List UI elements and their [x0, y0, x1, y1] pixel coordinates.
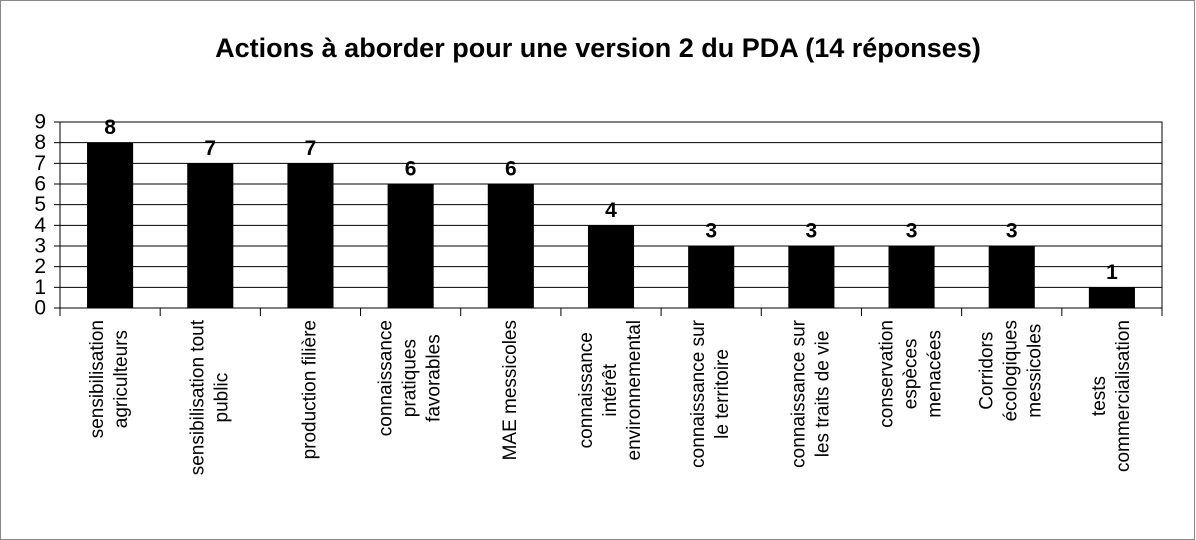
label-line: sensibilisation — [87, 320, 108, 438]
bar — [287, 163, 334, 308]
label-line: connaissance — [576, 332, 597, 448]
y-tick-label: 0 — [34, 297, 46, 320]
value-label: 8 — [104, 116, 116, 139]
label-line: public — [211, 373, 232, 423]
label-line: production filière — [299, 320, 320, 459]
label-line: connaissance — [376, 320, 397, 436]
value-label: 3 — [806, 220, 818, 243]
y-tick-label: 2 — [34, 255, 46, 278]
y-tick-label: 6 — [34, 173, 46, 196]
value-label: 3 — [906, 220, 918, 243]
value-label: 6 — [505, 158, 517, 181]
y-tick-label: 1 — [34, 276, 46, 299]
label-line: Corridors — [977, 332, 998, 410]
bar — [1088, 287, 1135, 308]
y-tick-label: 7 — [34, 152, 46, 175]
label-line: conservation — [877, 320, 898, 428]
x-tick-label: tests commercialisation — [1089, 320, 1134, 472]
label-line: MAE messicoles — [500, 320, 521, 460]
bar — [187, 163, 234, 308]
bar — [487, 184, 534, 308]
y-tick-label: 9 — [34, 111, 46, 134]
label-line: agriculteurs — [111, 330, 132, 428]
bar — [688, 246, 735, 308]
y-tick-label: 3 — [34, 235, 46, 258]
x-tick-label: connaissance pratiques favorables — [376, 320, 445, 436]
label-line: connaissance sur — [688, 319, 709, 468]
x-tick-label: Corridors écologiques messicoles — [977, 320, 1046, 421]
label-line: intérêt — [600, 363, 621, 417]
label-line: menacées — [925, 330, 946, 418]
value-label: 3 — [705, 220, 717, 243]
bar — [788, 246, 835, 308]
bar — [387, 184, 434, 308]
bar — [888, 246, 935, 308]
label-line: le territoire — [712, 349, 733, 439]
value-label: 7 — [204, 137, 216, 160]
label-line: pratiques — [400, 339, 421, 417]
bar — [587, 225, 635, 308]
x-tick-label: conservation espèces menacées — [877, 320, 946, 428]
chart-title: Actions à aborder pour une version 2 du … — [215, 33, 981, 63]
label-line: commercialisation — [1113, 320, 1134, 472]
x-tick-label: sensibilisation tout public — [187, 319, 232, 475]
value-label: 6 — [405, 158, 417, 181]
value-label: 4 — [605, 199, 617, 222]
label-line: espèces — [901, 338, 922, 409]
x-tick-label: connaissance sur les traits de vie — [788, 319, 833, 468]
x-tick-label: connaissance sur le territoire — [688, 319, 733, 468]
label-line: les traits de vie — [812, 331, 833, 458]
bar — [988, 246, 1035, 308]
label-line: connaissance sur — [788, 319, 809, 468]
x-tick-label: MAE messicoles — [500, 320, 521, 460]
label-line: messicoles — [1025, 324, 1046, 418]
bar — [87, 142, 134, 308]
y-tick-label: 4 — [34, 214, 46, 237]
value-label: 7 — [305, 137, 317, 160]
label-line: favorables — [424, 334, 445, 422]
x-tick-label: sensibilisation agriculteurs — [87, 320, 132, 438]
value-label: 3 — [1006, 220, 1018, 243]
label-line: environnemental — [624, 320, 645, 460]
x-tick-label: connaissance intérêt environnemental — [576, 320, 645, 460]
x-tick-label: production filière — [299, 320, 320, 459]
y-tick-label: 5 — [34, 193, 46, 216]
label-line: sensibilisation tout — [187, 319, 208, 475]
label-line: tests — [1089, 376, 1110, 416]
y-tick-label: 8 — [34, 131, 46, 154]
value-label: 1 — [1106, 261, 1118, 284]
label-line: écologiques — [1001, 320, 1022, 421]
